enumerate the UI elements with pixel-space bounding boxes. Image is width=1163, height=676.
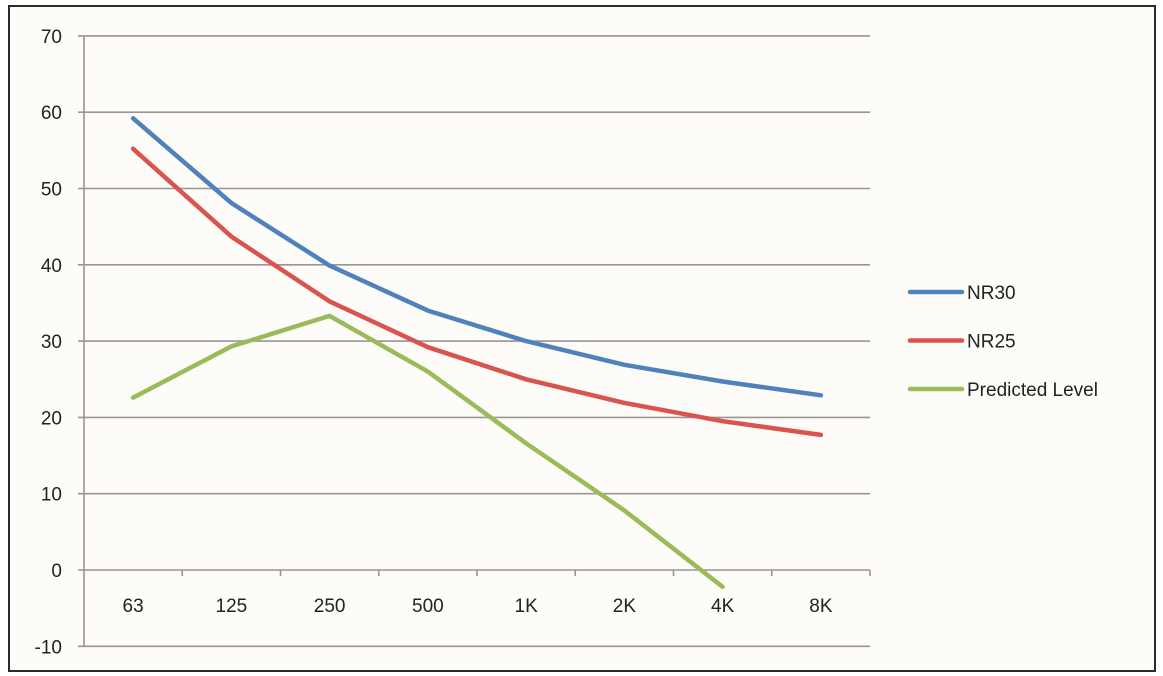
series-lines — [130, 116, 824, 590]
x-tick-label: 500 — [412, 596, 444, 617]
x-tick-label: 125 — [216, 596, 248, 617]
legend-label: NR25 — [967, 332, 1016, 353]
x-tick-label: 63 — [123, 596, 144, 617]
legend-label: Predicted Level — [967, 380, 1098, 401]
x-tick-label: 250 — [314, 596, 346, 617]
chart-frame — [8, 5, 1156, 672]
x-tick-label: 2K — [613, 596, 637, 617]
series-line-predicted-level — [130, 313, 725, 590]
y-tick-label: 0 — [51, 561, 62, 582]
legend: NR30 NR25 Predicted Level — [907, 283, 1098, 401]
series-line-nr25 — [130, 146, 824, 438]
y-tick-label: 60 — [41, 103, 62, 124]
x-tick-label: 4K — [711, 596, 735, 617]
x-axis: 63 125 250 500 1K 2K 4K 8K — [123, 570, 871, 617]
y-tick-label: 70 — [41, 27, 62, 48]
y-tick-label: 40 — [41, 256, 62, 277]
y-tick-label: -10 — [35, 637, 62, 658]
y-tick-label: 50 — [41, 180, 62, 201]
x-tick-label: 1K — [515, 596, 539, 617]
x-tick-label: 8K — [809, 596, 833, 617]
y-tick-label: 20 — [41, 408, 62, 429]
legend-label: NR30 — [967, 283, 1016, 304]
y-tick-label: 30 — [41, 332, 62, 353]
y-tick-label: 10 — [41, 485, 62, 506]
series-line-nr30 — [130, 116, 824, 398]
y-axis: 70 60 50 40 30 20 10 0 -10 — [35, 27, 85, 658]
gridlines — [78, 35, 870, 648]
